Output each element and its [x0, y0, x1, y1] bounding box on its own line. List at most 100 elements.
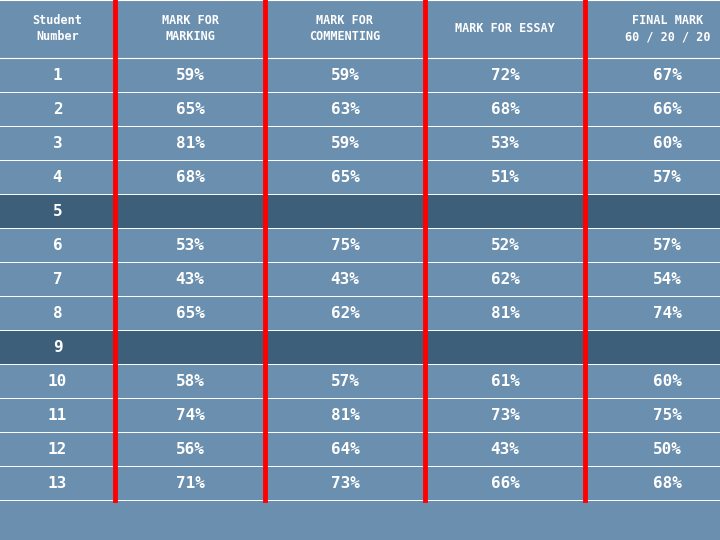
Text: 81%: 81%: [490, 306, 519, 321]
Text: 50%: 50%: [653, 442, 682, 456]
Text: 43%: 43%: [330, 272, 359, 287]
Text: 5: 5: [53, 204, 63, 219]
Text: Student
Number: Student Number: [32, 15, 82, 44]
Bar: [115, 0, 265, 58]
Bar: [0, 330, 115, 364]
Bar: [265, 228, 425, 262]
Text: 9: 9: [53, 340, 63, 354]
Bar: [265, 364, 425, 398]
Bar: [425, 228, 585, 262]
Bar: [585, 466, 720, 500]
Bar: [425, 364, 585, 398]
Bar: [265, 296, 425, 330]
Text: 2: 2: [53, 102, 63, 117]
Bar: [115, 126, 265, 160]
Bar: [585, 126, 720, 160]
Text: 10: 10: [48, 374, 67, 388]
Bar: [115, 262, 265, 296]
Text: 3: 3: [53, 136, 63, 151]
Bar: [115, 160, 265, 194]
Text: 62%: 62%: [490, 272, 519, 287]
Text: 60%: 60%: [653, 136, 682, 151]
Text: 68%: 68%: [490, 102, 519, 117]
Bar: [115, 398, 265, 432]
Bar: [265, 92, 425, 126]
Text: 59%: 59%: [330, 68, 359, 83]
Text: 53%: 53%: [176, 238, 204, 253]
Text: 51%: 51%: [490, 170, 519, 185]
Bar: [115, 330, 265, 364]
Bar: [425, 160, 585, 194]
Text: 4: 4: [53, 170, 63, 185]
Bar: [265, 0, 425, 58]
Bar: [265, 398, 425, 432]
Bar: [0, 364, 115, 398]
Bar: [0, 228, 115, 262]
Text: MARK FOR ESSAY: MARK FOR ESSAY: [455, 23, 555, 36]
Text: 12: 12: [48, 442, 67, 456]
Text: 81%: 81%: [330, 408, 359, 422]
Bar: [425, 398, 585, 432]
Text: 56%: 56%: [176, 442, 204, 456]
Bar: [585, 432, 720, 466]
Bar: [0, 398, 115, 432]
Bar: [265, 330, 425, 364]
Bar: [115, 194, 265, 228]
Bar: [425, 432, 585, 466]
Bar: [0, 262, 115, 296]
Text: 43%: 43%: [176, 272, 204, 287]
Bar: [115, 92, 265, 126]
Text: 6: 6: [53, 238, 63, 253]
Text: 57%: 57%: [330, 374, 359, 388]
Bar: [585, 330, 720, 364]
Text: 43%: 43%: [490, 442, 519, 456]
Bar: [265, 194, 425, 228]
Text: 57%: 57%: [653, 170, 682, 185]
Bar: [265, 466, 425, 500]
Bar: [265, 262, 425, 296]
Bar: [0, 58, 115, 92]
Bar: [585, 160, 720, 194]
Bar: [115, 228, 265, 262]
Bar: [585, 262, 720, 296]
Bar: [585, 0, 720, 58]
Bar: [425, 262, 585, 296]
Text: 74%: 74%: [176, 408, 204, 422]
Text: 11: 11: [48, 408, 67, 422]
Text: 60%: 60%: [653, 374, 682, 388]
Bar: [425, 194, 585, 228]
Text: 13: 13: [48, 476, 67, 490]
Text: 59%: 59%: [330, 136, 359, 151]
Bar: [425, 0, 585, 58]
Bar: [0, 296, 115, 330]
Bar: [115, 466, 265, 500]
Text: 61%: 61%: [490, 374, 519, 388]
Text: 65%: 65%: [176, 102, 204, 117]
Text: 8: 8: [53, 306, 63, 321]
Text: 63%: 63%: [330, 102, 359, 117]
Text: 1: 1: [53, 68, 63, 83]
Bar: [0, 194, 115, 228]
Bar: [0, 432, 115, 466]
Text: MARK FOR
COMMENTING: MARK FOR COMMENTING: [310, 15, 381, 44]
Text: 74%: 74%: [653, 306, 682, 321]
Text: 68%: 68%: [176, 170, 204, 185]
Text: 52%: 52%: [490, 238, 519, 253]
Text: 73%: 73%: [490, 408, 519, 422]
Text: 65%: 65%: [330, 170, 359, 185]
Bar: [585, 398, 720, 432]
Bar: [425, 58, 585, 92]
Bar: [265, 58, 425, 92]
Text: 58%: 58%: [176, 374, 204, 388]
Bar: [0, 126, 115, 160]
Bar: [115, 58, 265, 92]
Bar: [115, 432, 265, 466]
Bar: [0, 160, 115, 194]
Text: 72%: 72%: [490, 68, 519, 83]
Bar: [585, 58, 720, 92]
Text: 66%: 66%: [653, 102, 682, 117]
Text: 62%: 62%: [330, 306, 359, 321]
Bar: [0, 0, 115, 58]
Bar: [585, 92, 720, 126]
Bar: [585, 364, 720, 398]
